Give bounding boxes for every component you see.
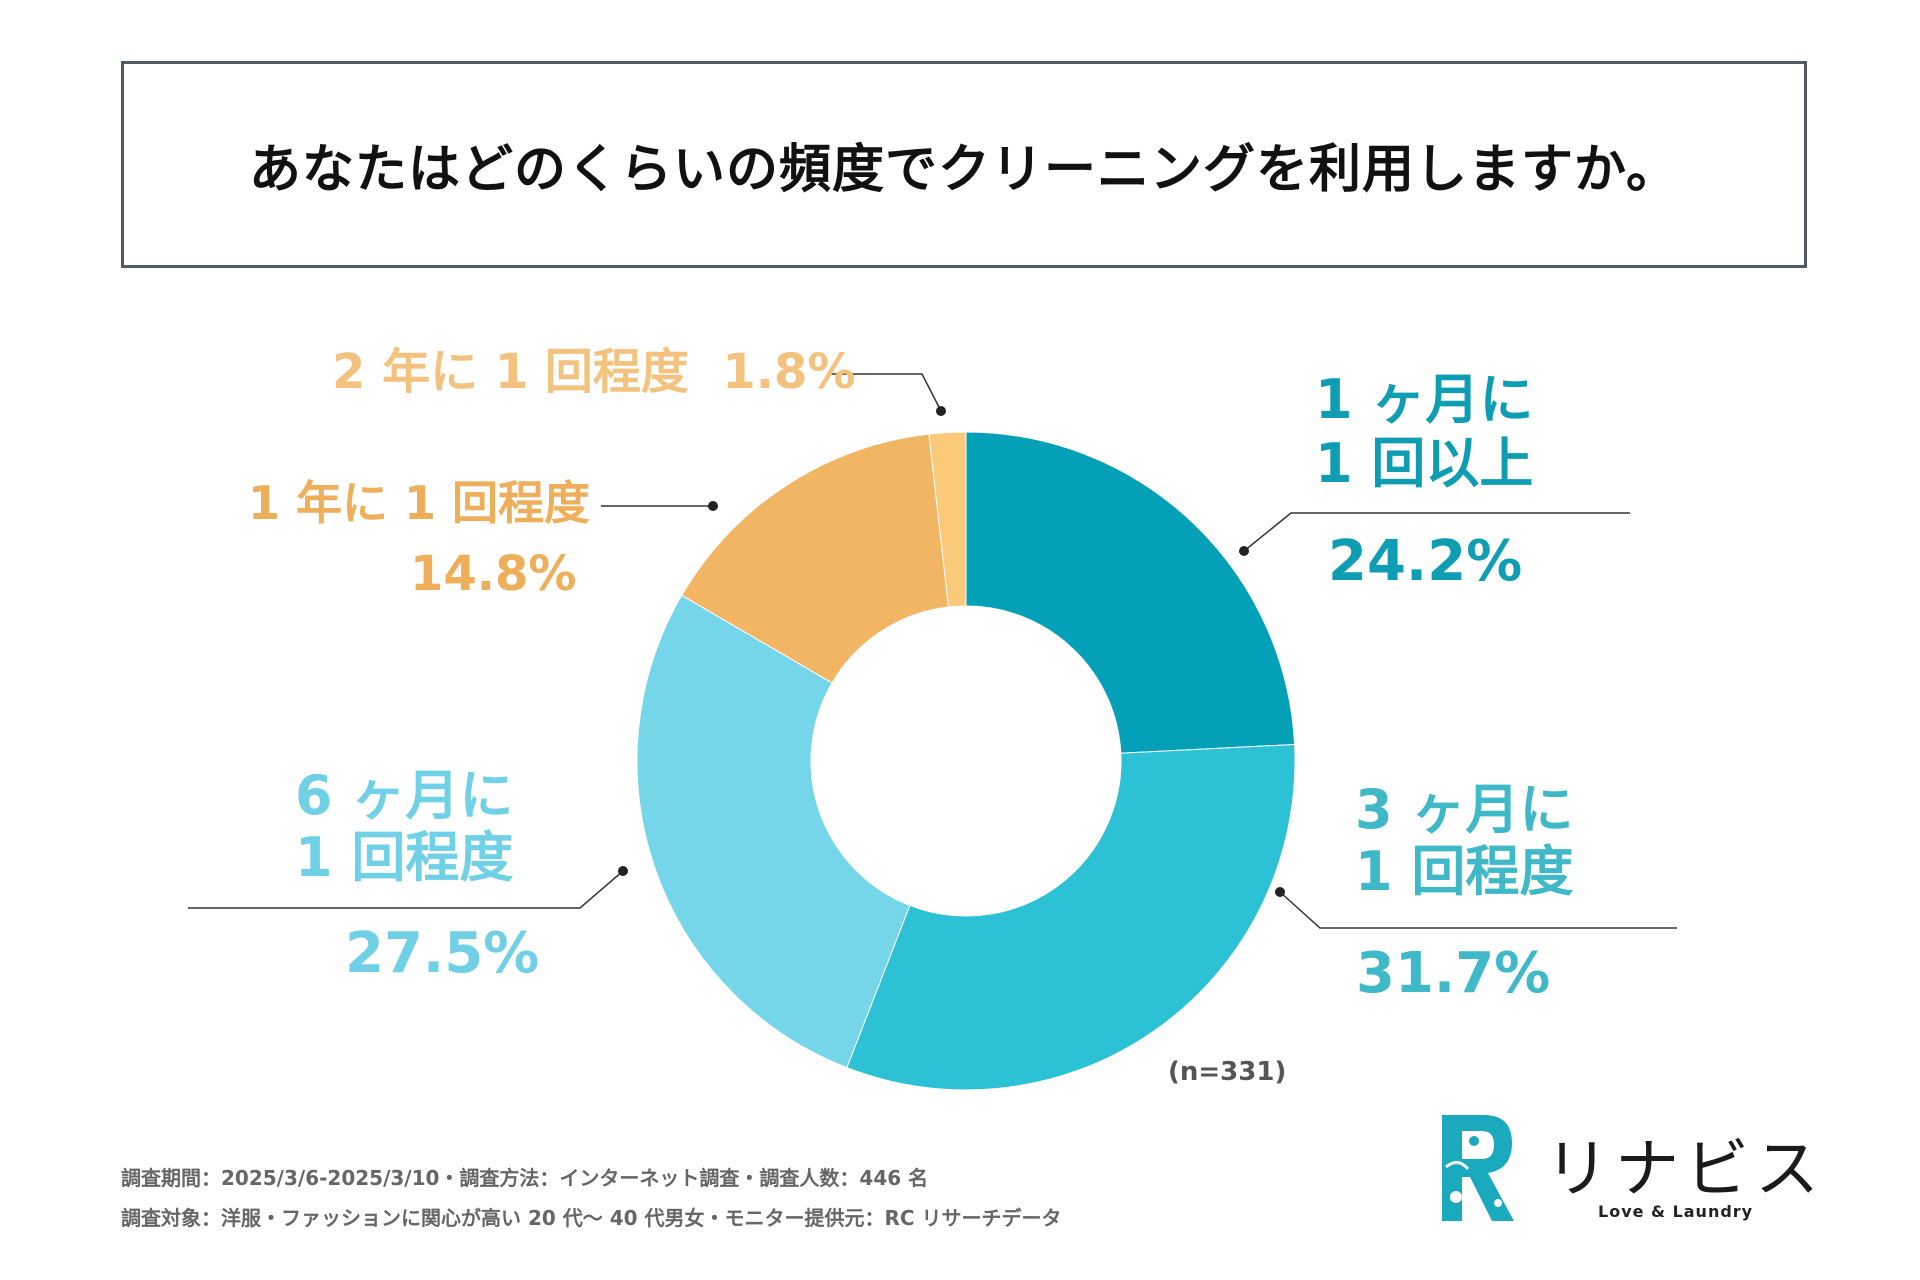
label-1year-percent: 14.8%: [410, 546, 577, 602]
donut-slices: [636, 431, 1296, 1091]
leader-dot-2year: [936, 406, 946, 416]
label-6month-line2: 1 回程度: [295, 826, 514, 889]
chart-title: あなたはどのくらいの頻度でクリーニングを利用しますか。: [249, 140, 1679, 200]
leader-dot-1year: [708, 501, 718, 511]
leader-lines: [188, 373, 1677, 929]
title-box: あなたはどのくらいの頻度でクリーニングを利用しますか。: [121, 61, 1807, 268]
slice-1year: [681, 433, 950, 684]
footer-line2: 調査対象：洋服・ファッションに関心が高い 20 代〜 40 代男女・モニター提供…: [121, 1206, 1062, 1230]
brand-name: リナビス: [1545, 1133, 1825, 1207]
leader-dot-6month: [618, 866, 628, 876]
label-2year: 2 年に 1 回程度 1.8%: [332, 344, 855, 402]
brand-logo-mark: [1438, 1111, 1518, 1225]
label-1year-category: 1 年に 1 回程度: [248, 476, 591, 530]
slice-2year: [928, 431, 967, 608]
label-2year-percent: 1.8%: [722, 344, 856, 400]
leader-line-1month: [1243, 512, 1630, 552]
label-1month-percent: 24.2%: [1328, 529, 1523, 594]
leader-line-2year: [828, 373, 942, 412]
brand-tagline: Love & Laundry: [1598, 1202, 1754, 1221]
slice-6month: [636, 594, 911, 1069]
leader-dot-3month: [1275, 887, 1285, 897]
label-3month-line1: 3 ヶ月に: [1355, 778, 1574, 841]
label-3month-percent: 31.7%: [1356, 941, 1551, 1006]
label-1month-line2: 1 回以上: [1315, 432, 1534, 495]
leader-dot-1month: [1239, 546, 1249, 556]
sample-size: (n=331): [1168, 1057, 1287, 1087]
label-3month-line2: 1 回程度: [1355, 840, 1574, 903]
label-2year-category: 2 年に 1 回程度: [332, 344, 689, 400]
slice-3month: [846, 743, 1296, 1091]
label-1month-line1: 1 ヶ月に: [1315, 368, 1534, 431]
footer-line1: 調査期間：2025/3/6-2025/3/10・調査方法：インターネット調査・調…: [121, 1166, 929, 1190]
label-6month-line1: 6 ヶ月に: [295, 764, 514, 827]
leader-line-6month: [188, 870, 624, 909]
leader-line-3month: [1279, 891, 1677, 929]
label-6month-percent: 27.5%: [345, 921, 540, 986]
slice-1month: [965, 431, 1296, 754]
